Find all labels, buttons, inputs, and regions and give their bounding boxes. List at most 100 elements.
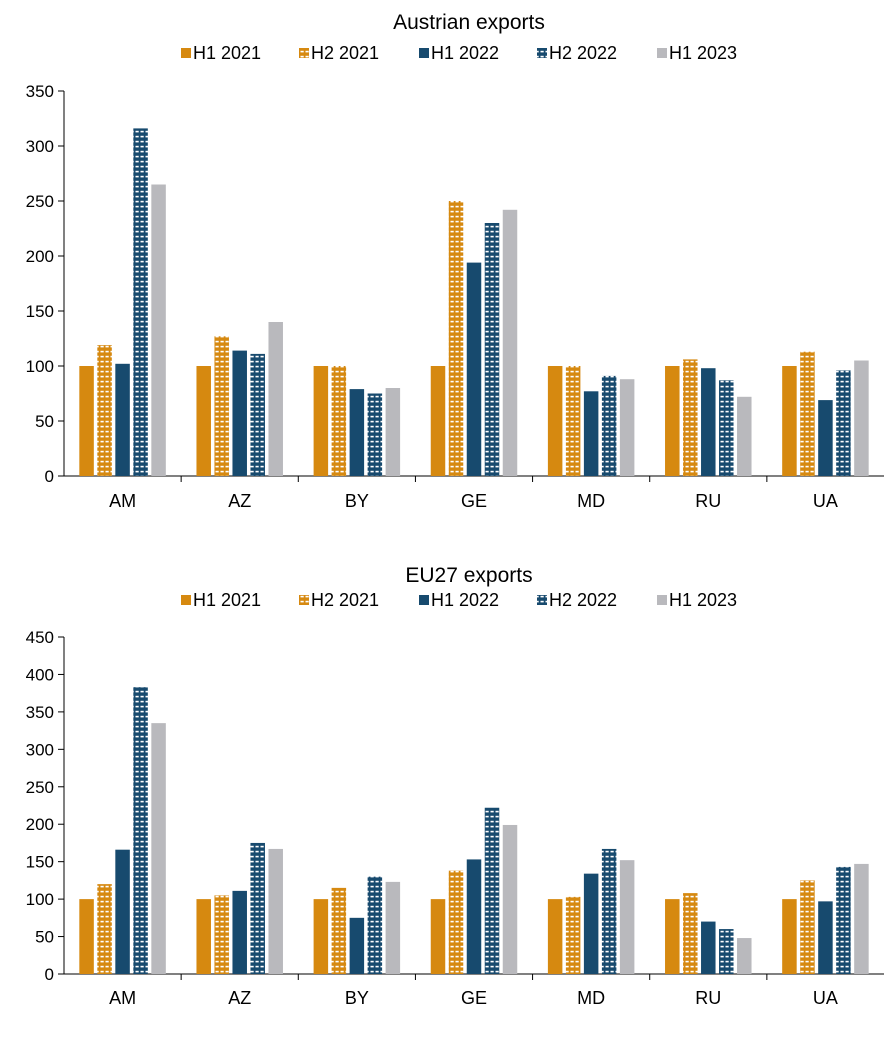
bar-by-h2-2022 <box>367 393 383 476</box>
y-tick-label: 250 <box>26 192 54 211</box>
y-tick-label: 150 <box>26 302 54 321</box>
bar-md-h2-2022 <box>601 375 617 476</box>
plot-eu27: 0 50 100 150 200 250 300 350 400 450 AM AZ BY GE MD RU U… <box>26 628 884 1008</box>
bar-az-h1-2023 <box>268 322 283 476</box>
y-tick-label: 300 <box>26 137 54 156</box>
y-tick-label: 150 <box>26 853 54 872</box>
x-category-label: BY <box>345 988 369 1008</box>
bar-by-h1-2023 <box>385 881 401 974</box>
bar-az-h1-2022 <box>232 350 247 476</box>
bar-am-h2-2021 <box>97 884 112 974</box>
legend-swatch <box>299 48 309 58</box>
panel-eu27-exports: EU27 exports H1 2021 H2 2021 H1 2022 H2 202… <box>26 564 884 1008</box>
legend-label: H2 2022 <box>549 43 617 63</box>
bar-am-h2-2021 <box>97 345 112 476</box>
bar-ge-h2-2022 <box>484 807 500 974</box>
bar-ua-h1-2023 <box>854 863 869 974</box>
bar-az-h2-2021 <box>214 336 229 476</box>
bar-md-h2-2021 <box>565 366 581 476</box>
legend-item-h2-2021: H2 2021 <box>299 43 379 63</box>
x-category-label: MD <box>577 491 605 511</box>
legend-swatch <box>299 595 309 605</box>
bar-ge-h1-2021 <box>430 899 446 974</box>
bar-am-h1-2022 <box>115 849 130 974</box>
bar-az-h2-2022 <box>250 842 265 974</box>
x-category-label: RU <box>695 988 721 1008</box>
bar-az-h2-2021 <box>214 895 229 974</box>
bar-ru-h1-2021 <box>665 366 680 476</box>
y-tick-label: 50 <box>35 928 54 947</box>
legend-swatch <box>419 595 429 605</box>
x-category-label: AZ <box>228 988 251 1008</box>
legend-item-h2-2022: H2 2022 <box>537 590 617 610</box>
legend-item-h2-2022: H2 2022 <box>537 43 617 63</box>
x-category-label: AM <box>109 988 136 1008</box>
y-tick-label: 200 <box>26 247 54 266</box>
bar-md-h1-2021 <box>547 899 563 974</box>
y-tick-label: 0 <box>45 965 54 984</box>
bar-ua-h1-2023 <box>854 360 869 476</box>
bar-ge-h1-2023 <box>502 209 518 477</box>
bar-by-h2-2021 <box>331 366 347 476</box>
legend-item-h1-2023: H1 2023 <box>657 590 737 610</box>
bar-md-h1-2023 <box>619 379 635 476</box>
y-tick-label: 300 <box>26 740 54 759</box>
bar-am-h1-2021 <box>79 366 94 476</box>
bar-md-h2-2022 <box>601 848 617 974</box>
bar-by-h1-2021 <box>313 899 329 974</box>
bar-ua-h1-2021 <box>782 899 797 974</box>
y-tick-label: 400 <box>26 665 54 684</box>
bar-ua-h1-2022 <box>818 400 833 476</box>
chart-title-eu27: EU27 exports <box>405 564 532 587</box>
legend-item-h1-2023: H1 2023 <box>657 43 737 63</box>
legend-item-h1-2021: H1 2021 <box>181 43 261 63</box>
y-tick-label: 450 <box>26 628 54 647</box>
x-category-label: AZ <box>228 491 251 511</box>
y-tick-label: 100 <box>26 890 54 909</box>
bar-az-h1-2021 <box>196 366 211 476</box>
bar-az-h1-2022 <box>232 890 247 974</box>
bar-ru-h2-2021 <box>683 359 698 476</box>
bar-ru-h1-2022 <box>701 368 716 476</box>
bar-ua-h2-2021 <box>800 880 815 974</box>
y-tick-label: 100 <box>26 357 54 376</box>
bar-ge-h1-2021 <box>430 366 446 476</box>
bar-md-h1-2023 <box>619 860 635 974</box>
x-category-label: UA <box>813 491 838 511</box>
legend-label: H1 2021 <box>193 590 261 610</box>
legend-label: H2 2021 <box>311 43 379 63</box>
bar-ge-h1-2023 <box>502 824 518 974</box>
legend-swatch <box>657 48 667 58</box>
bar-ru-h1-2021 <box>665 899 680 974</box>
chart-title-austrian: Austrian exports <box>393 11 545 34</box>
bar-az-h1-2021 <box>196 899 211 974</box>
legend-item-h1-2021: H1 2021 <box>181 590 261 610</box>
legend-swatch <box>537 48 547 58</box>
legend-item-h1-2022: H1 2022 <box>419 590 499 610</box>
bar-am-h1-2023 <box>151 184 166 476</box>
bar-by-h1-2022 <box>349 389 365 476</box>
legend-label: H2 2022 <box>549 590 617 610</box>
bar-by-h2-2022 <box>367 876 383 974</box>
bar-am-h2-2022 <box>133 687 148 974</box>
legend-eu27: H1 2021 H2 2021 H1 2022 H2 2022 H1 2023 <box>181 590 737 610</box>
bar-ge-h2-2021 <box>448 201 464 476</box>
y-tick-label: 350 <box>26 82 54 101</box>
bar-ge-h1-2022 <box>466 262 482 476</box>
bar-am-h2-2022 <box>133 128 148 476</box>
bar-ua-h2-2021 <box>800 351 815 476</box>
x-category-label: MD <box>577 988 605 1008</box>
legend-label: H1 2023 <box>669 43 737 63</box>
x-category-label: UA <box>813 988 838 1008</box>
legend-label: H2 2021 <box>311 590 379 610</box>
bar-ua-h2-2022 <box>836 866 851 974</box>
bar-ge-h1-2022 <box>466 859 482 974</box>
plot-austrian: 0 50 100 150 200 250 300 350 AM AZ BY GE MD RU UA <box>26 82 884 511</box>
legend-swatch <box>181 595 191 605</box>
bar-ru-h1-2023 <box>737 396 752 476</box>
legend-label: H1 2022 <box>431 43 499 63</box>
bar-ru-h2-2022 <box>719 929 734 974</box>
y-tick-label: 0 <box>45 467 54 486</box>
